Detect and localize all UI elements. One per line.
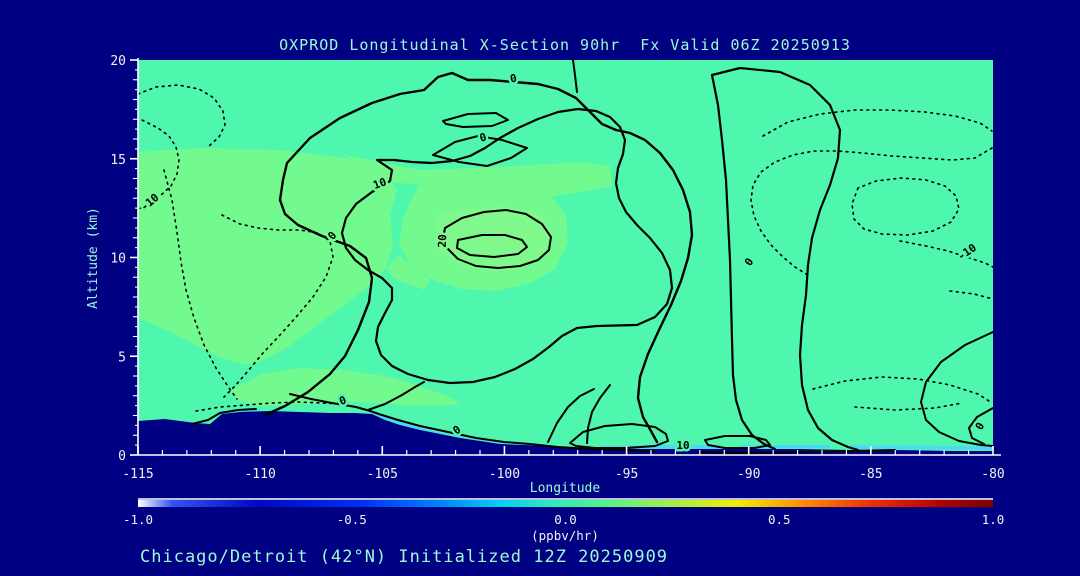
x-tick-label: -105 [367, 467, 398, 482]
colorbar-tick-label: 0.5 [768, 512, 791, 527]
y-tick-label: 20 [110, 54, 126, 69]
fill-region-green-left [138, 148, 397, 365]
contour-value-label: 20 [436, 234, 449, 248]
dotted-contour-level--10 [949, 290, 994, 300]
figure-caption: Chicago/Detroit (42°N) Initialized 12Z 2… [140, 547, 668, 567]
terrain-silhouette [138, 411, 993, 455]
solid-contour-level-0 [710, 66, 860, 452]
solid-contour-level-10 [569, 423, 669, 449]
y-axis-title: Altitude (km) [86, 207, 101, 309]
x-tick-label: -95 [615, 467, 638, 482]
x-axis-title: Longitude [530, 481, 601, 496]
x-tick-label: -110 [244, 467, 275, 482]
solid-contour-level-0 [920, 331, 994, 447]
figure-title: OXPROD Longitudinal X-Section 90hr Fx Va… [279, 36, 851, 54]
contour-fill-layer [138, 60, 993, 455]
colorbar-units-label: (ppbv/hr) [531, 528, 599, 543]
dotted-contour-level--10 [134, 117, 180, 213]
solid-contour-level-0 [289, 393, 656, 452]
solid-contour-level-20 [456, 234, 528, 258]
solid-contour-level-0 [442, 112, 509, 128]
solid-contour-level-0 [367, 381, 425, 411]
solid-contour-level-0 [586, 384, 611, 444]
fill-region-green-link [386, 255, 430, 290]
solid-contour-level-20 [442, 209, 552, 269]
colorbar-tick-label: 1.0 [982, 512, 1005, 527]
x-tick-label: -90 [737, 467, 760, 482]
dotted-contour-level--10 [221, 214, 334, 398]
solid-contour-level-0 [710, 73, 777, 451]
x-tick-label: -100 [489, 467, 520, 482]
y-tick-label: 15 [110, 153, 126, 168]
y-tick-label: 5 [118, 350, 126, 365]
dotted-contour-level--10 [812, 376, 993, 404]
colorbar-layer: -1.0 -0.5 0.0 0.5 1.0 [123, 498, 1005, 527]
solid-contour-level-10 [704, 435, 771, 449]
solid-contour-level-0 [432, 135, 528, 167]
solid-contour-level-10 [340, 107, 674, 385]
y-tick-label: 10 [110, 252, 126, 267]
dotted-contour-level--10 [163, 169, 238, 400]
dotted-contour-level--10 [851, 177, 960, 236]
dotted-contour-level--10 [762, 109, 993, 137]
fill-region-cyan-right-3 [850, 445, 993, 450]
x-tick-label: -80 [981, 467, 1004, 482]
axes-layer: -115 -110 -105 -100 -95 -90 -85 -80 0 5 10 15 20 [110, 54, 1004, 482]
fill-region-green-core [435, 206, 552, 272]
fill-region-green-top-band [345, 155, 612, 198]
dotted-contour-level--10 [854, 402, 963, 411]
solid-contour-level-0 [968, 407, 994, 445]
colorbar-strip [138, 500, 993, 507]
fill-region-green-bottom [230, 368, 460, 406]
x-tick-label: -85 [859, 467, 882, 482]
dotted-contour-level--10 [899, 240, 994, 268]
solid-contour-level-0 [191, 408, 257, 425]
colorbar-tick-label: -1.0 [123, 512, 153, 527]
solid-contour-level-0 [547, 388, 595, 443]
colorbar-tick-label: -0.5 [337, 512, 367, 527]
solid-contour-level-0 [263, 71, 694, 444]
dotted-contour-level--10 [195, 401, 343, 412]
contour-value-label: 10 [676, 439, 689, 452]
solid-contour-level-10 [699, 449, 896, 454]
dotted-contour-level--10 [750, 147, 993, 275]
x-tick-label: -115 [122, 467, 153, 482]
solid-contour-level-0 [572, 59, 578, 93]
colorbar-tick-label: 0.0 [554, 512, 577, 527]
contour-line-layer [134, 59, 994, 454]
y-tick-label: 0 [118, 449, 126, 464]
dotted-contour-level--10 [137, 84, 226, 147]
